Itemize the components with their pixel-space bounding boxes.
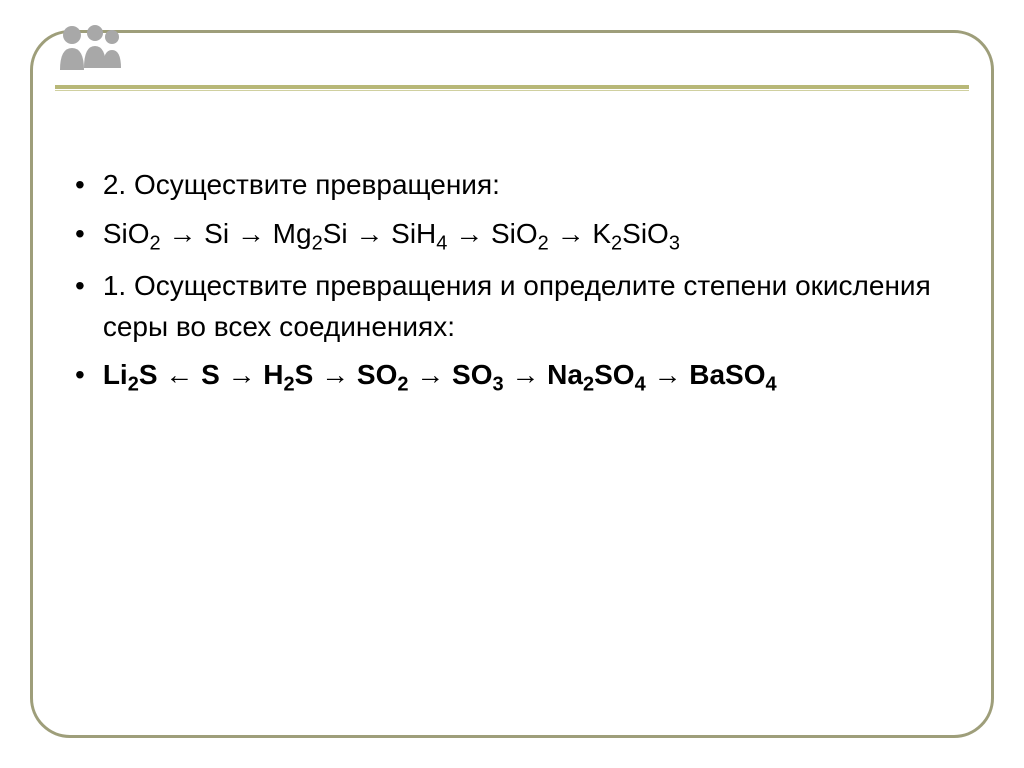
- horizontal-divider: [55, 85, 969, 91]
- task-heading-1: 1. Осуществите превращения и определите …: [103, 266, 949, 347]
- people-silhouette-icon: [50, 20, 130, 80]
- bullet-marker: •: [75, 266, 85, 307]
- list-item: • 2. Осуществите превращения:: [75, 165, 949, 206]
- bullet-marker: •: [75, 214, 85, 255]
- list-item: • 1. Осуществите превращения и определит…: [75, 266, 949, 347]
- chemical-chain-1: SiO2 → Si → Mg2Si → SiH4 → SiO2 → K2SiO3: [103, 214, 680, 259]
- bullet-marker: •: [75, 165, 85, 206]
- chemical-chain-2: Li2S ← S → H2S → SO2 → SO3 → Na2SO4 → Ba…: [103, 355, 777, 400]
- slide-content: • 2. Осуществите превращения: • SiO2 → S…: [75, 165, 949, 408]
- task-heading-2: 2. Осуществите превращения:: [103, 165, 500, 206]
- list-item: • SiO2 → Si → Mg2Si → SiH4 → SiO2 → K2Si…: [75, 214, 949, 259]
- list-item: • Li2S ← S → H2S → SO2 → SO3 → Na2SO4 → …: [75, 355, 949, 400]
- bullet-marker: •: [75, 355, 85, 396]
